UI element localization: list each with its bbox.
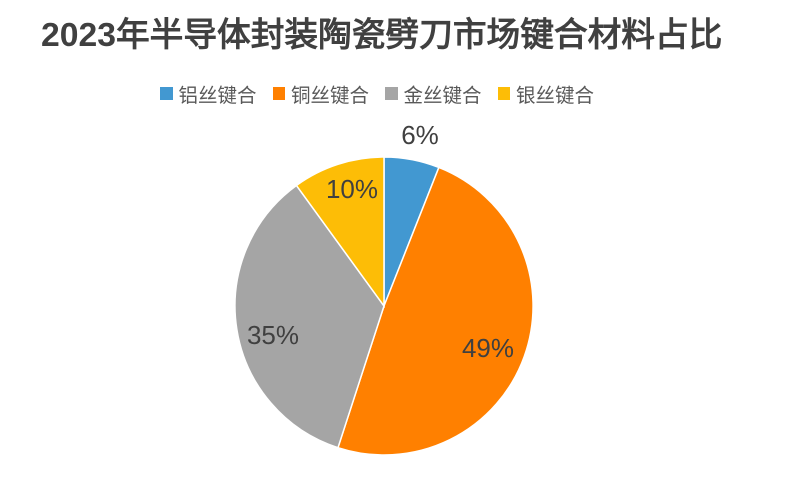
svg-text:6%: 6% [401, 120, 439, 150]
svg-text:35%: 35% [247, 320, 299, 350]
svg-text:49%: 49% [462, 333, 514, 363]
svg-text:10%: 10% [326, 174, 378, 204]
